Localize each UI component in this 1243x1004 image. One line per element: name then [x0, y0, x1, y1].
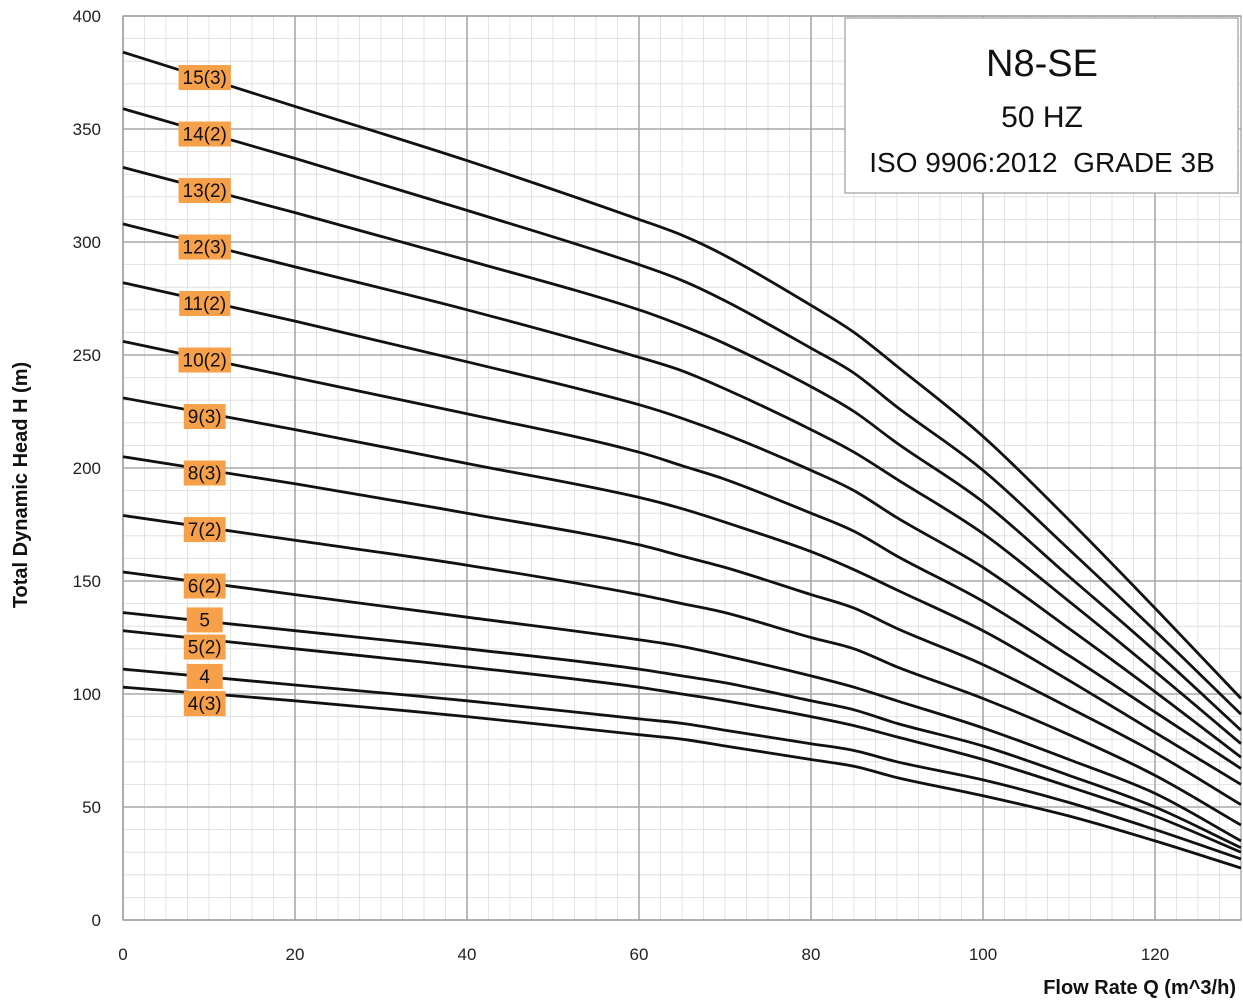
- y-tick-label: 150: [73, 572, 101, 591]
- plot-frame: [122, 15, 1242, 921]
- curve-label-box: [183, 404, 226, 430]
- x-axis-title: Flow Rate Q (m^3/h): [1043, 977, 1236, 999]
- series-line: [122, 107, 1242, 716]
- series-line: [122, 629, 1242, 854]
- curve-label-box: [178, 121, 231, 147]
- y-tick-label: 400: [73, 7, 101, 26]
- curve-label-box: [183, 573, 226, 599]
- x-tick-label: 120: [1141, 945, 1169, 964]
- y-tick-label: 50: [82, 798, 101, 817]
- curve-label-text: 4(3): [188, 694, 222, 715]
- series-line: [122, 340, 1242, 770]
- curve-label-box: [183, 634, 226, 660]
- curve-label-text: 5(2): [188, 638, 222, 659]
- curve-label: 7(2): [183, 517, 226, 543]
- curve-label-text: 8(3): [188, 464, 222, 485]
- frequency-label: 50 HZ: [1001, 101, 1083, 134]
- series-line: [122, 281, 1242, 759]
- curve-label-text: 9(3): [188, 407, 222, 428]
- curve-label: 4(3): [183, 691, 226, 717]
- curve-label-text: 11(2): [183, 294, 226, 315]
- curve-labels: 15(3) 14(2) 13(2) 12(3) 11(2) 10(2) 9(3) 8(3) 7(…: [178, 65, 231, 717]
- curve-label: 8(3): [183, 460, 226, 486]
- series-line: [122, 222, 1242, 745]
- curve-label: 6(2): [183, 573, 226, 599]
- curve-label: 12(3): [178, 234, 231, 260]
- y-axis-title: Total Dynamic Head H (m): [10, 362, 32, 608]
- curve-label-box: [186, 663, 223, 689]
- series-line: [122, 396, 1242, 786]
- curve-label: 5: [186, 607, 223, 633]
- curve-label: 15(3): [178, 65, 231, 91]
- standard-label: ISO 9906:2012 GRADE 3B: [869, 147, 1215, 178]
- curve-label-text: 7(2): [188, 520, 222, 541]
- series-line: [122, 667, 1242, 861]
- y-tick-label: 100: [73, 685, 101, 704]
- curve-label-text: 14(2): [183, 125, 227, 146]
- x-tick-label: 0: [118, 945, 127, 964]
- x-tick-label: 80: [802, 945, 821, 964]
- curve-label: 13(2): [178, 178, 231, 204]
- curve-label-text: 13(2): [183, 181, 227, 202]
- curve-label-text: 4: [199, 667, 210, 688]
- x-axis-ticks: 0 20 40 60 80 100 120: [118, 945, 1169, 964]
- info-box: N8-SE 50 HZ ISO 9906:2012 GRADE 3B: [844, 17, 1239, 194]
- curve-label-box: [183, 460, 226, 486]
- curve-label-text: 10(2): [183, 351, 227, 372]
- curve-label: 10(2): [178, 347, 231, 373]
- curve-label-box: [183, 517, 226, 543]
- curve-label-text: 12(3): [183, 238, 227, 259]
- x-tick-label: 100: [969, 945, 997, 964]
- curve-label-box: [178, 65, 231, 91]
- curve-label-text: 15(3): [183, 68, 227, 89]
- curve-label: 11(2): [179, 291, 231, 317]
- y-tick-label: 200: [73, 459, 101, 478]
- y-tick-label: 350: [73, 120, 101, 139]
- y-tick-label: 250: [73, 346, 101, 365]
- curve-label-box: [178, 234, 231, 260]
- curve-label-box: [178, 178, 231, 204]
- curve-label: 5(2): [183, 634, 226, 660]
- curve-label: 14(2): [178, 121, 231, 147]
- series-line: [122, 611, 1242, 849]
- x-tick-label: 60: [630, 945, 649, 964]
- curve-label: 4: [186, 663, 223, 689]
- curve-label-text: 5: [199, 610, 210, 631]
- x-tick-label: 20: [286, 945, 305, 964]
- curve-label-box: [183, 691, 226, 717]
- chart-title: N8-SE: [986, 43, 1098, 85]
- series-line: [122, 570, 1242, 843]
- curve-label-box: [179, 291, 231, 317]
- series-line: [122, 514, 1242, 827]
- series-lines: [122, 50, 1243, 870]
- x-tick-label: 40: [458, 945, 477, 964]
- series-line: [122, 50, 1243, 700]
- y-axis-ticks: 0 50 100 150 200 250 300 350 400: [73, 7, 101, 930]
- curve-label-text: 6(2): [188, 577, 222, 598]
- y-tick-label: 300: [73, 233, 101, 252]
- series-line: [122, 685, 1242, 870]
- curve-label-box: [178, 347, 231, 373]
- series-line: [122, 455, 1242, 806]
- series-line: [122, 166, 1242, 732]
- curve-label-box: [186, 607, 223, 633]
- y-tick-label: 0: [92, 911, 101, 930]
- info-box-frame: [844, 17, 1239, 194]
- curve-label: 9(3): [183, 404, 226, 430]
